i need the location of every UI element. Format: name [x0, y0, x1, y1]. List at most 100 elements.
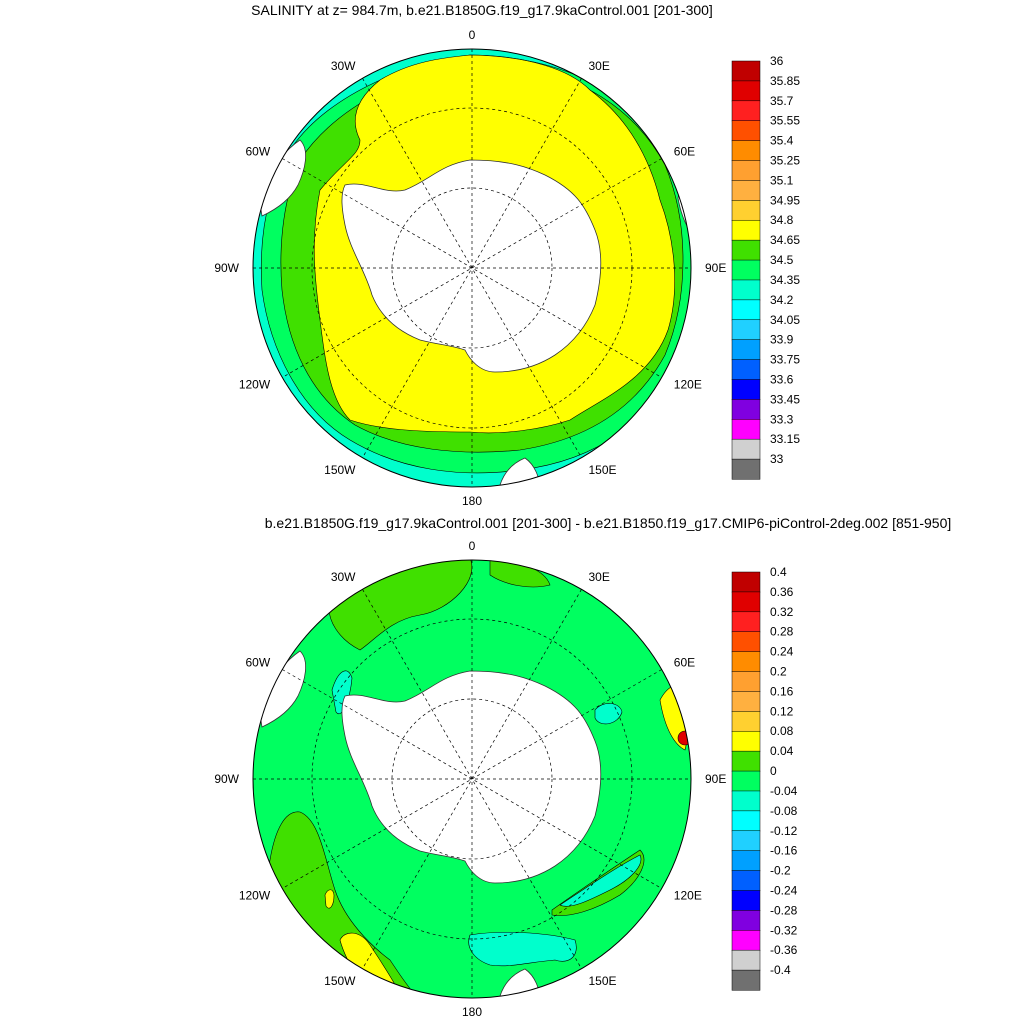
colorbar-swatch	[731, 631, 761, 653]
lon-label-90e: 90E	[705, 261, 726, 275]
colorbar-swatch	[731, 830, 761, 852]
colorbar-label: 34.2	[770, 293, 794, 307]
colorbar-label: 34.35	[770, 273, 800, 287]
lon-label-90w: 90W	[214, 772, 239, 786]
colorbar-swatch	[731, 730, 761, 752]
lon-label-30e: 30E	[589, 59, 610, 73]
colorbar-swatch	[731, 591, 761, 613]
colorbar-swatch	[731, 239, 761, 261]
colorbar-swatch	[731, 651, 761, 673]
colorbar-label: -0.2	[770, 864, 791, 878]
lon-label-60e: 60E	[674, 145, 695, 159]
top-colorbar: 36 35.85 35.7 35.55 35.4 35.25 35.1 34.95 34.8 34…	[731, 54, 800, 480]
colorbar-label: -0.24	[770, 883, 798, 897]
colorbar-label: 34.8	[770, 213, 794, 227]
colorbar-label: -0.28	[770, 903, 798, 917]
colorbar-label: 0.36	[770, 585, 794, 599]
bottom-graticule	[253, 560, 691, 998]
lon-label-60w: 60W	[246, 145, 271, 159]
lon-label-0: 0	[469, 28, 476, 42]
diff-spot-red	[677, 730, 691, 746]
colorbar-label: 0.24	[770, 645, 794, 659]
colorbar-label: -0.04	[770, 784, 798, 798]
lon-label-120e: 120E	[674, 889, 702, 903]
colorbar-swatch	[731, 671, 761, 692]
colorbar-label: 34.65	[770, 233, 800, 247]
colorbar-label: -0.4	[770, 963, 791, 977]
lon-label-150e: 150E	[589, 974, 617, 988]
colorbar-swatch	[731, 80, 761, 102]
diff-spot-yellow-w	[324, 889, 335, 909]
colorbar-swatch	[731, 910, 761, 931]
bottom-colorbar: 0.4 0.36 0.32 0.28 0.24 0.2 0.16 0.12 0.08 0.04 0 -…	[731, 565, 798, 991]
lon-label-150w: 150W	[324, 463, 356, 477]
colorbar-label: 35.85	[770, 74, 800, 88]
salinity-difference-polar-map: 0 30E 60E 90E 120E 150E 180 150W 120W 90W 60W 30W	[214, 539, 726, 1019]
colorbar-swatch	[731, 419, 761, 440]
colorbar-swatch	[731, 339, 761, 361]
colorbar-swatch	[731, 750, 761, 772]
lon-label-180: 180	[462, 494, 482, 508]
top-graticule	[253, 49, 691, 487]
panel-1-title: SALINITY at z= 984.7m, b.e21.B1850G.f19_…	[251, 2, 713, 18]
diff-patch-cyan-w	[331, 670, 353, 715]
colorbar-label: 33.6	[770, 372, 794, 386]
lon-label-30w: 30W	[331, 59, 356, 73]
colorbar-label: 0	[770, 764, 777, 778]
colorbar-label: 35.4	[770, 134, 794, 148]
diff-patch-cyan-se	[559, 854, 642, 907]
colorbar-label: 33	[770, 452, 784, 466]
antarctica-landmass-bottom	[341, 670, 602, 884]
colorbar-swatch	[731, 949, 761, 971]
antarctica-landmass	[341, 159, 602, 373]
colorbar-swatch	[731, 379, 761, 400]
colorbar-swatch	[731, 140, 761, 162]
colorbar-label: 0.2	[770, 665, 787, 679]
colorbar-label: 34.5	[770, 253, 794, 267]
colorbar-swatch	[731, 200, 761, 221]
bottom-longitude-labels: 0 30E 60E 90E 120E 150E 180 150W 120W 90W 60W 30W	[214, 539, 726, 1019]
colorbar-swatch	[731, 160, 761, 181]
colorbar-label: 33.9	[770, 333, 794, 347]
bottom-map-border	[252, 559, 692, 999]
colorbar-label: 0.04	[770, 744, 794, 758]
colorbar-swatch	[731, 770, 761, 792]
diff-patch-cyan-e	[594, 703, 623, 725]
lon-label-30e: 30E	[589, 570, 610, 584]
colorbar-label: 35.25	[770, 154, 800, 168]
colorbar-swatch	[731, 611, 761, 633]
colorbar-label: -0.16	[770, 844, 798, 858]
colorbar-label: 0.16	[770, 684, 794, 698]
lon-label-60e: 60E	[674, 656, 695, 670]
colorbar-swatch	[731, 359, 761, 381]
diff-patch-cyan-s	[468, 931, 577, 967]
colorbar-label: 0.12	[770, 704, 794, 718]
lon-label-60w: 60W	[246, 656, 271, 670]
colorbar-label: 33.45	[770, 392, 800, 406]
colorbar-label: 33.75	[770, 353, 800, 367]
lon-label-120e: 120E	[674, 378, 702, 392]
salinity-polar-map: 0 30E 60E 90E 120E 150E 180 150W 120W 90W 60W 30W	[214, 28, 726, 508]
colorbar-label: 0.4	[770, 565, 787, 579]
colorbar-swatch	[731, 438, 761, 460]
colorbar-label: 36	[770, 54, 784, 68]
colorbar-label: 35.7	[770, 94, 794, 108]
colorbar-label: 35.55	[770, 114, 800, 128]
colorbar-swatch	[731, 120, 761, 142]
colorbar-swatch	[731, 890, 761, 911]
colorbar-swatch	[731, 180, 761, 201]
colorbar-swatch	[731, 259, 761, 281]
colorbar-swatch	[731, 711, 761, 732]
colorbar-swatch	[731, 571, 761, 593]
lon-label-90e: 90E	[705, 772, 726, 786]
colorbar-label: 0.08	[770, 724, 794, 738]
colorbar-swatch	[731, 790, 761, 812]
colorbar-label: -0.08	[770, 804, 798, 818]
colorbar-swatch	[731, 399, 761, 420]
lon-label-90w: 90W	[214, 261, 239, 275]
colorbar-swatch	[731, 850, 761, 872]
lon-label-120w: 120W	[239, 889, 271, 903]
lon-label-150e: 150E	[589, 463, 617, 477]
colorbar-swatch	[731, 969, 761, 991]
